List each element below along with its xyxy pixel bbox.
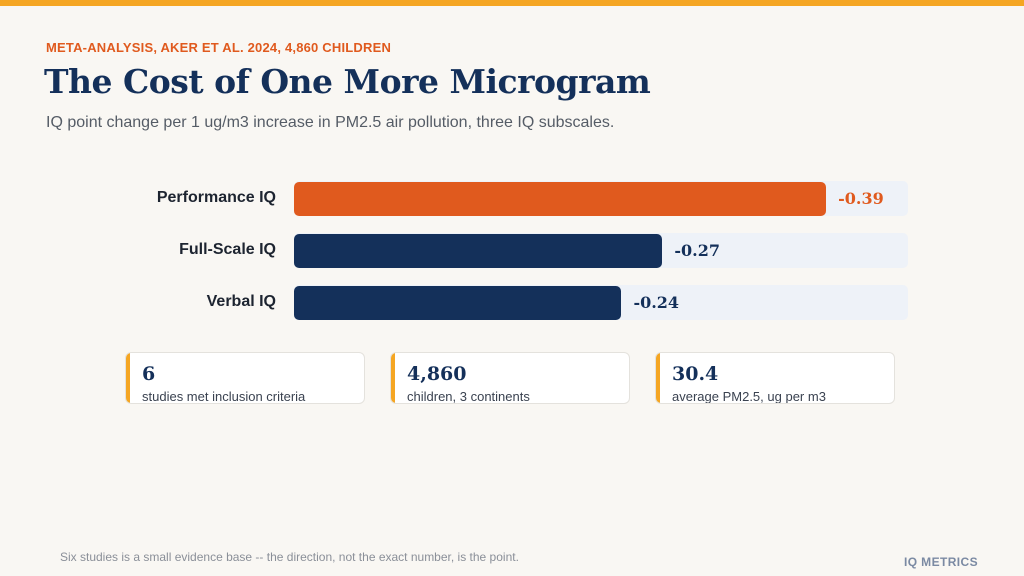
value-label: -0.27: [674, 241, 720, 260]
stat-label: children, 3 continents: [407, 389, 530, 404]
chart-row: Performance IQ -0.39: [0, 179, 1024, 217]
bar: [294, 286, 622, 320]
stat-label: average PM2.5, ug per m3: [672, 389, 826, 404]
stat-accent: [656, 353, 660, 403]
category-label: Verbal IQ: [206, 293, 276, 310]
stat-accent: [391, 353, 395, 403]
stat-label: studies met inclusion criteria: [142, 389, 306, 404]
page-title: The Cost of One More Microgram: [44, 62, 651, 101]
top-accent-bar: [0, 0, 1024, 6]
kicker: META-ANALYSIS, AKER ET AL. 2024, 4,860 C…: [46, 40, 392, 55]
footnote: Six studies is a small evidence base -- …: [60, 550, 519, 564]
stat-card-studies: 6 studies met inclusion criteria: [125, 352, 365, 404]
stat-value: 4,860: [407, 363, 467, 385]
page-subtitle: IQ point change per 1 ug/m3 increase in …: [46, 114, 615, 131]
bar-chart: Performance IQ -0.39 Full-Scale IQ -0.27 Ver…: [0, 176, 1024, 326]
stat-card-children: 4,860 children, 3 continents: [390, 352, 630, 404]
stat-accent: [126, 353, 130, 403]
bar: [294, 182, 827, 216]
category-label: Performance IQ: [156, 189, 276, 206]
stat-card-pm25: 30.4 average PM2.5, ug per m3: [655, 352, 895, 404]
brand-label: IQ METRICS: [903, 555, 978, 569]
chart-row: Full-Scale IQ -0.27: [0, 231, 1024, 269]
value-label: -0.39: [838, 189, 884, 208]
stat-value: 6: [142, 363, 156, 385]
bar: [294, 234, 663, 268]
value-label: -0.24: [633, 293, 680, 312]
category-label: Full-Scale IQ: [179, 241, 276, 258]
stat-value: 30.4: [672, 363, 719, 385]
chart-row: Verbal IQ -0.24: [0, 283, 1024, 321]
